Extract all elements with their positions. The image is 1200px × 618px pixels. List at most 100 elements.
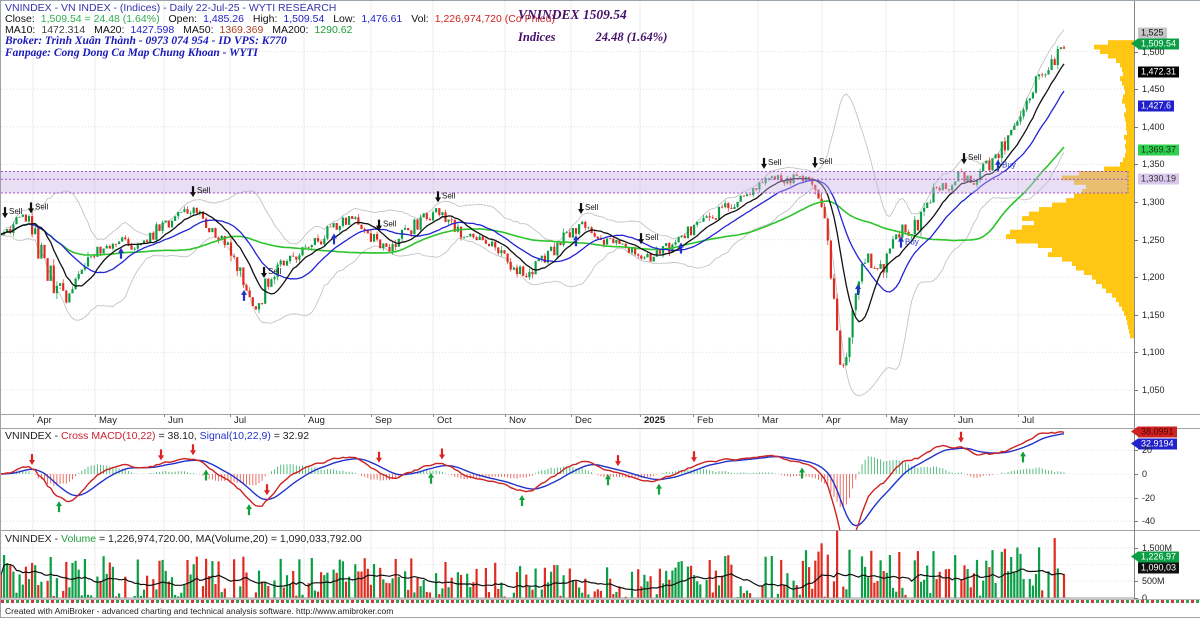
y-axis-tick bbox=[1134, 277, 1138, 278]
macd-buy-arrow bbox=[56, 501, 62, 512]
x-axis-month-label: Nov bbox=[509, 415, 526, 426]
price-axis-label: 1,450 bbox=[1142, 84, 1165, 94]
price-tag: 1,330.19 bbox=[1138, 174, 1179, 185]
buy-marker bbox=[241, 290, 247, 301]
y-axis-tick bbox=[1134, 548, 1138, 549]
footer-divider bbox=[1, 600, 1200, 603]
volume-panel-title: VNINDEX - Volume = 1,226,974,720.00, MA(… bbox=[5, 533, 362, 545]
x-axis-month-label: Jun bbox=[958, 415, 973, 426]
x-axis-month-label: Aug bbox=[308, 415, 325, 426]
macd-sell-arrow bbox=[190, 444, 196, 455]
y-axis-tick bbox=[1134, 450, 1138, 451]
x-axis-month-label: Jul bbox=[234, 415, 246, 426]
macd-sell-arrow bbox=[264, 484, 270, 495]
x-axis-month-label: May bbox=[890, 415, 908, 426]
price-tag: 1,369.37 bbox=[1138, 144, 1179, 155]
y-axis-tick bbox=[1134, 598, 1138, 599]
price-axis-label: 1,050 bbox=[1142, 385, 1165, 395]
x-axis-month-label: Oct bbox=[437, 415, 452, 426]
macd-buy-arrow bbox=[246, 504, 252, 515]
y-axis-tick bbox=[1134, 390, 1138, 391]
sell-marker-label: Sell bbox=[442, 191, 456, 200]
price-axis-label: 1,300 bbox=[1142, 197, 1165, 207]
sell-marker bbox=[2, 207, 8, 218]
price-tag: 1,427.6 bbox=[1138, 101, 1174, 112]
macd-axis-label: -40 bbox=[1142, 516, 1155, 526]
x-axis-month-label: Jun bbox=[168, 415, 183, 426]
x-axis-month-label: Sep bbox=[375, 415, 392, 426]
y-axis-tick bbox=[1134, 127, 1138, 128]
macd-axis-label: 20 bbox=[1142, 445, 1152, 455]
sell-marker-label: Sell bbox=[585, 203, 599, 212]
volume-axis-label: 500M bbox=[1142, 576, 1165, 586]
price-axis-label: 1,250 bbox=[1142, 235, 1165, 245]
sell-marker bbox=[761, 158, 767, 169]
price-tag: 1,472.31 bbox=[1138, 67, 1179, 78]
y-axis-tick bbox=[1134, 240, 1138, 241]
x-axis-month-label: Mar bbox=[762, 415, 778, 426]
macd-buy-arrow bbox=[519, 495, 525, 506]
macd-buy-arrow bbox=[203, 469, 209, 480]
x-axis-month-label: Feb bbox=[697, 415, 713, 426]
y-axis-tick bbox=[1134, 315, 1138, 316]
ma200-value: 1290.62 bbox=[314, 24, 352, 36]
sell-marker bbox=[812, 157, 818, 168]
macd-axis-label: -20 bbox=[1142, 493, 1155, 503]
macd-indicator-chart[interactable] bbox=[1, 428, 1134, 530]
amibroker-credit: Created with AmiBroker - advanced charti… bbox=[5, 606, 393, 616]
macd-sell-arrow bbox=[158, 449, 164, 460]
macd-sell-arrow bbox=[615, 455, 621, 466]
sell-marker bbox=[961, 153, 967, 164]
macd-axis-label: 0 bbox=[1142, 469, 1147, 479]
sell-marker-label: Sell bbox=[819, 157, 833, 166]
macd-panel-title: VNINDEX - Cross MACD(10,22) = 38.10, Sig… bbox=[5, 430, 309, 442]
fanpage-line: Fanpage: Cong Dong Ca Map Chung Khoan - … bbox=[5, 48, 258, 59]
price-axis-label: 1,200 bbox=[1142, 272, 1165, 282]
sell-marker-label: Sell bbox=[383, 220, 397, 229]
sell-marker-label: Sell bbox=[268, 267, 282, 276]
buy-marker-label: Buy bbox=[1002, 161, 1016, 170]
sell-marker bbox=[578, 203, 584, 214]
macd-buy-arrow bbox=[799, 467, 805, 478]
buy-marker bbox=[898, 237, 904, 248]
x-axis-month-label: May bbox=[99, 415, 117, 426]
x-axis-month-label: Jul bbox=[1022, 415, 1034, 426]
sell-marker bbox=[435, 191, 441, 202]
index-title: VNINDEX 1509.54 bbox=[518, 7, 627, 23]
y-axis-tick bbox=[1134, 474, 1138, 475]
macd-sell-arrow bbox=[376, 452, 382, 463]
volume-value-tag: 1,090,03 bbox=[1138, 563, 1179, 574]
sell-marker-label: Sell bbox=[9, 207, 23, 216]
price-axis-line bbox=[1134, 1, 1135, 599]
panel-separator bbox=[1, 530, 1200, 531]
sell-marker-label: Sell bbox=[768, 158, 782, 167]
volume-value-tag: 1,226,97 bbox=[1138, 552, 1179, 563]
macd-buy-arrow bbox=[1020, 451, 1026, 462]
broker-line: Broker: Trình Xuân Thành - 0973 074 954 … bbox=[5, 36, 287, 47]
macd-buy-arrow bbox=[656, 484, 662, 495]
y-axis-tick bbox=[1134, 581, 1138, 582]
macd-sell-arrow bbox=[691, 451, 697, 462]
y-axis-tick bbox=[1134, 89, 1138, 90]
y-axis-tick bbox=[1134, 202, 1138, 203]
price-axis-label: 1,150 bbox=[1142, 310, 1165, 320]
macd-sell-arrow bbox=[29, 454, 35, 465]
buy-marker-label: Buy bbox=[905, 238, 919, 247]
price-axis-label: 1,500 bbox=[1142, 47, 1165, 57]
sell-marker bbox=[261, 267, 267, 278]
x-axis-month-label: 2025 bbox=[644, 415, 665, 426]
y-axis-tick bbox=[1134, 164, 1138, 165]
price-tag: 1,525 bbox=[1138, 27, 1167, 38]
macd-value-tag: 38.0991 bbox=[1138, 427, 1177, 438]
panel-separator bbox=[1, 414, 1200, 415]
price-axis-label: 1,400 bbox=[1142, 122, 1165, 132]
sell-marker-label: Sell bbox=[35, 202, 49, 211]
y-axis-tick bbox=[1134, 352, 1138, 353]
price-axis-label: 1,350 bbox=[1142, 159, 1165, 169]
panel-separator bbox=[1, 428, 1200, 429]
buy-marker bbox=[995, 160, 1001, 171]
